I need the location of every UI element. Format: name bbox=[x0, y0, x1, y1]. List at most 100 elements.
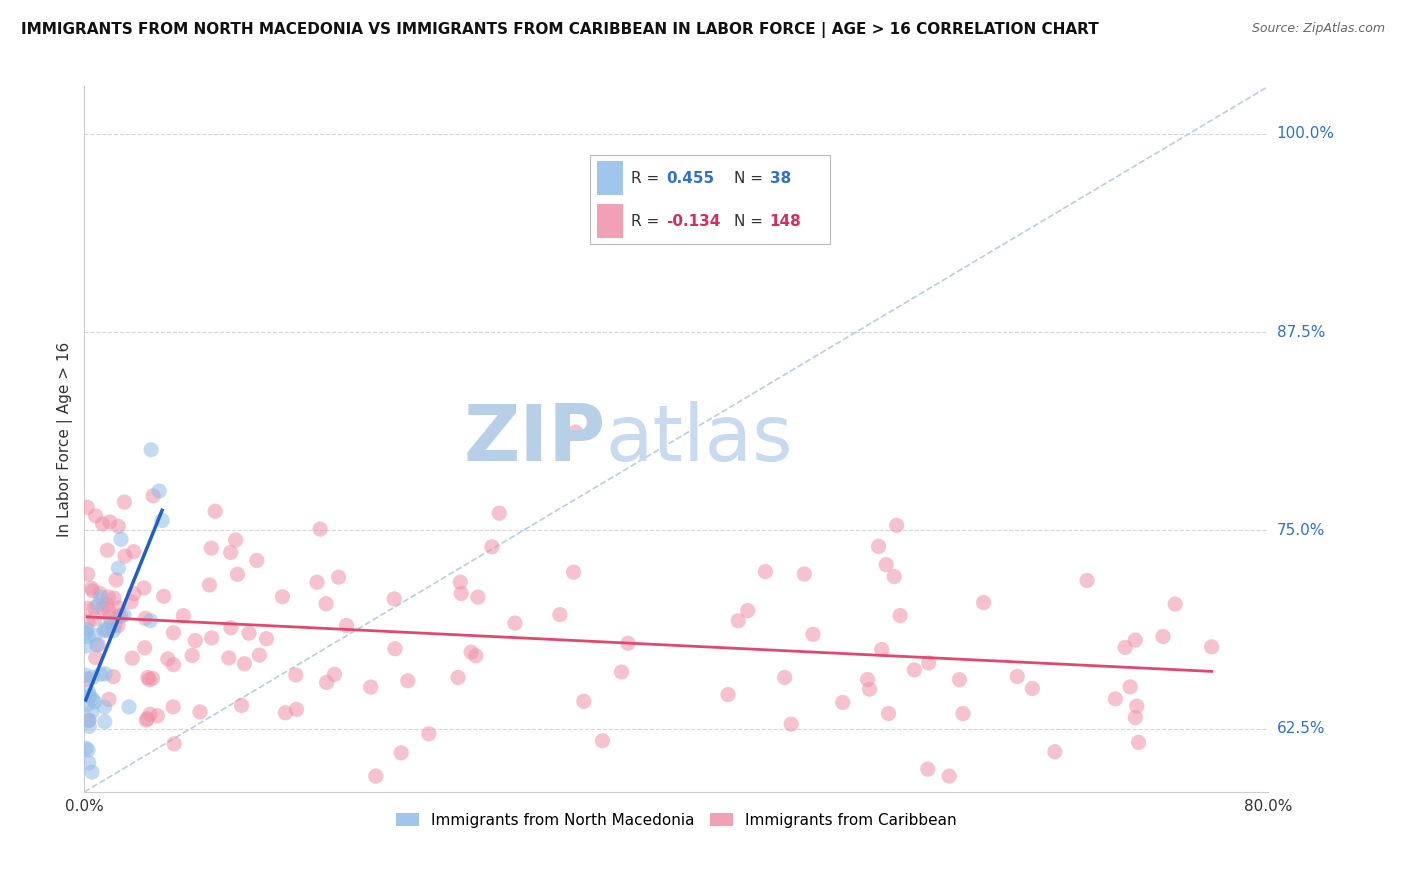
Text: 62.5%: 62.5% bbox=[1277, 721, 1326, 736]
Point bbox=[503, 616, 526, 631]
Point bbox=[389, 746, 412, 760]
Point bbox=[562, 565, 585, 579]
Point bbox=[246, 553, 269, 567]
Point bbox=[1152, 630, 1174, 644]
Point bbox=[184, 633, 207, 648]
Point bbox=[219, 621, 242, 635]
Point bbox=[396, 673, 419, 688]
Point bbox=[138, 673, 160, 687]
Point bbox=[572, 694, 595, 708]
Point bbox=[93, 700, 115, 714]
Text: ZIP: ZIP bbox=[463, 401, 606, 477]
Point bbox=[89, 667, 111, 681]
Point bbox=[77, 756, 100, 770]
Point bbox=[162, 699, 184, 714]
Point bbox=[591, 734, 613, 748]
Point bbox=[104, 618, 127, 632]
Point bbox=[1043, 745, 1066, 759]
Text: atlas: atlas bbox=[606, 401, 793, 477]
Point bbox=[89, 586, 111, 600]
Point bbox=[938, 769, 960, 783]
Point bbox=[1125, 711, 1147, 725]
Point bbox=[93, 624, 115, 638]
Point bbox=[464, 648, 486, 663]
Point bbox=[97, 590, 120, 604]
Point bbox=[76, 567, 98, 582]
Point bbox=[120, 595, 142, 609]
Point bbox=[83, 612, 105, 626]
Point bbox=[114, 549, 136, 563]
Point bbox=[903, 663, 925, 677]
Point bbox=[889, 608, 911, 623]
Point bbox=[364, 769, 387, 783]
Point bbox=[156, 652, 179, 666]
Point bbox=[76, 623, 98, 637]
Point bbox=[121, 651, 143, 665]
Text: N =: N = bbox=[734, 214, 768, 228]
Point bbox=[1201, 640, 1223, 654]
Point bbox=[918, 656, 941, 670]
Point bbox=[831, 695, 853, 709]
Point bbox=[418, 727, 440, 741]
Point bbox=[315, 597, 337, 611]
Point bbox=[77, 719, 100, 733]
Point bbox=[80, 705, 103, 719]
Point bbox=[105, 573, 128, 587]
Point bbox=[271, 590, 294, 604]
Point bbox=[780, 717, 803, 731]
Point bbox=[97, 692, 120, 706]
Point bbox=[90, 591, 112, 605]
Point bbox=[233, 657, 256, 671]
Text: Source: ZipAtlas.com: Source: ZipAtlas.com bbox=[1251, 22, 1385, 36]
Point bbox=[447, 670, 470, 684]
Point bbox=[773, 671, 796, 685]
Point bbox=[1164, 597, 1187, 611]
Point bbox=[737, 604, 759, 618]
Point bbox=[309, 522, 332, 536]
Text: N =: N = bbox=[734, 171, 768, 186]
Text: IMMIGRANTS FROM NORTH MACEDONIA VS IMMIGRANTS FROM CARIBBEAN IN LABOR FORCE | AG: IMMIGRANTS FROM NORTH MACEDONIA VS IMMIG… bbox=[21, 22, 1099, 38]
Point bbox=[139, 442, 162, 457]
Y-axis label: In Labor Force | Age > 16: In Labor Force | Age > 16 bbox=[58, 342, 73, 537]
Point bbox=[107, 619, 129, 633]
Point bbox=[94, 666, 117, 681]
Point bbox=[122, 545, 145, 559]
Point bbox=[76, 672, 98, 686]
Text: 148: 148 bbox=[769, 214, 801, 228]
Point bbox=[84, 650, 107, 665]
Point bbox=[315, 675, 337, 690]
Point bbox=[98, 515, 121, 529]
Point bbox=[110, 533, 132, 547]
Point bbox=[467, 590, 489, 604]
Point bbox=[107, 601, 129, 615]
Point bbox=[1007, 669, 1029, 683]
Point bbox=[75, 668, 97, 682]
Point bbox=[103, 591, 125, 605]
Point bbox=[107, 519, 129, 533]
Point bbox=[1119, 680, 1142, 694]
Point bbox=[86, 638, 108, 652]
Point bbox=[1128, 735, 1150, 749]
Point bbox=[76, 500, 98, 515]
Point bbox=[172, 608, 194, 623]
Point bbox=[87, 638, 110, 652]
Point bbox=[948, 673, 970, 687]
Point bbox=[139, 707, 162, 722]
Text: R =: R = bbox=[630, 214, 664, 228]
Point bbox=[877, 706, 900, 721]
Point bbox=[83, 695, 105, 709]
Point bbox=[87, 598, 110, 612]
Point bbox=[973, 596, 995, 610]
Point bbox=[83, 600, 105, 615]
Point bbox=[201, 631, 224, 645]
Point bbox=[142, 489, 165, 503]
Point bbox=[460, 645, 482, 659]
Point bbox=[335, 618, 357, 632]
Point bbox=[1114, 640, 1136, 655]
Point bbox=[256, 632, 278, 646]
Point bbox=[77, 713, 100, 727]
Bar bbox=[598, 161, 623, 195]
Point bbox=[83, 628, 105, 642]
Point bbox=[564, 425, 586, 439]
Point bbox=[488, 506, 510, 520]
